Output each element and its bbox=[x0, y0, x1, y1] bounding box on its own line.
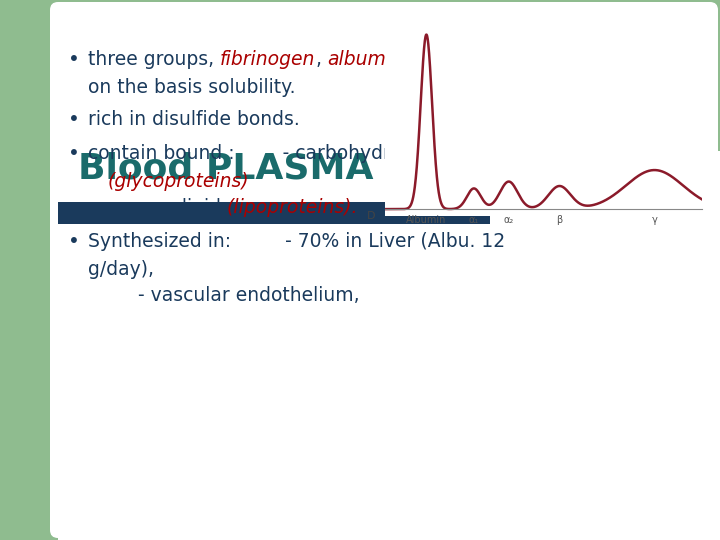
Text: , and: , and bbox=[403, 50, 456, 69]
Text: α₁: α₁ bbox=[469, 214, 479, 225]
Text: D: D bbox=[367, 211, 376, 221]
Text: α₂: α₂ bbox=[503, 214, 514, 225]
Text: -  or lipid: - or lipid bbox=[138, 198, 227, 217]
Text: (lipoproteins).: (lipoproteins). bbox=[227, 198, 359, 217]
Text: β: β bbox=[557, 214, 562, 225]
FancyBboxPatch shape bbox=[50, 2, 718, 538]
Text: contain bound :        - carbohydrate: contain bound : - carbohydrate bbox=[88, 144, 421, 163]
Text: •: • bbox=[68, 110, 80, 129]
Text: rich in disulfide bonds.: rich in disulfide bonds. bbox=[88, 110, 300, 129]
Text: globulins: globulins bbox=[456, 50, 541, 69]
Text: (glycoproteins): (glycoproteins) bbox=[108, 172, 250, 191]
Text: •: • bbox=[68, 232, 80, 251]
Text: •: • bbox=[68, 50, 80, 69]
Text: Blood PLASMA: Blood PLASMA bbox=[78, 151, 374, 185]
Text: fibrinogen: fibrinogen bbox=[220, 50, 315, 69]
Text: albumin: albumin bbox=[328, 50, 403, 69]
Text: - vascular endothelium,: - vascular endothelium, bbox=[138, 286, 359, 305]
Bar bbox=[58, 202, 490, 224]
Text: g/day),: g/day), bbox=[88, 260, 154, 279]
Bar bbox=[0, 0, 58, 540]
Text: three groups,: three groups, bbox=[88, 50, 220, 69]
Text: Albumin: Albumin bbox=[406, 214, 446, 225]
Text: γ: γ bbox=[652, 214, 657, 225]
Text: ,: , bbox=[315, 50, 328, 69]
Bar bbox=[0, 0, 720, 151]
Text: Synthesized in:         - 70% in Liver (Albu. 12: Synthesized in: - 70% in Liver (Albu. 12 bbox=[88, 232, 505, 251]
Text: •: • bbox=[68, 144, 80, 163]
Text: ,: , bbox=[541, 50, 547, 69]
Text: on the basis solubility.: on the basis solubility. bbox=[88, 78, 295, 97]
